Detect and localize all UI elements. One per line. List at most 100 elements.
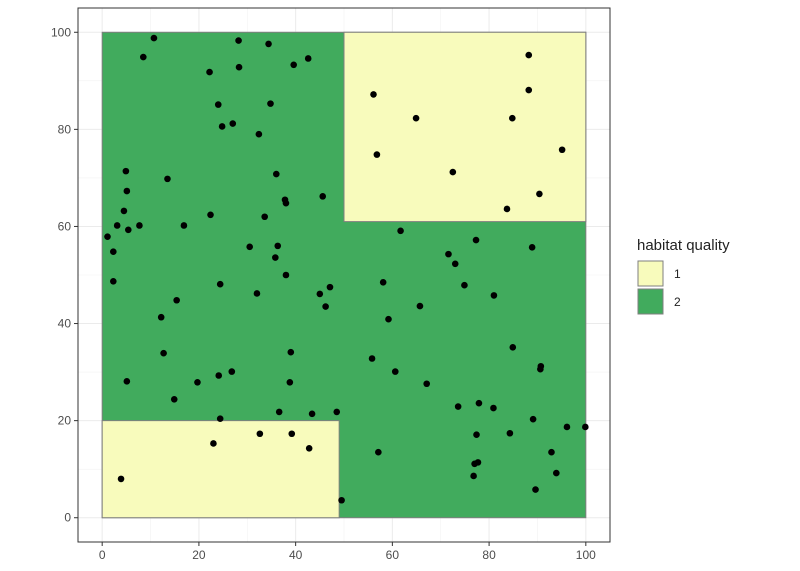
axes: 0 20 40 60 80 100 0 20 40 60 80 100 bbox=[51, 25, 596, 562]
data-point bbox=[214, 101, 222, 108]
data-point bbox=[509, 114, 516, 122]
data-point bbox=[525, 51, 533, 59]
legend-swatch-2 bbox=[637, 288, 664, 315]
y-tick-label: 60 bbox=[58, 219, 72, 233]
data-point bbox=[256, 430, 264, 438]
data-point bbox=[532, 486, 539, 493]
data-point bbox=[305, 445, 313, 452]
data-point bbox=[210, 440, 217, 447]
data-point bbox=[282, 199, 290, 207]
data-point bbox=[287, 348, 295, 356]
data-point bbox=[255, 130, 263, 138]
data-point bbox=[117, 475, 125, 483]
data-point bbox=[373, 151, 381, 158]
data-point bbox=[416, 302, 424, 310]
data-point bbox=[525, 86, 533, 94]
data-point bbox=[229, 120, 237, 127]
data-point bbox=[368, 355, 376, 362]
data-point bbox=[461, 281, 468, 289]
data-point bbox=[385, 315, 392, 323]
x-tick-label: 80 bbox=[482, 548, 496, 562]
data-points bbox=[104, 34, 589, 504]
data-point bbox=[170, 395, 178, 403]
data-point bbox=[338, 496, 345, 504]
data-point bbox=[164, 175, 171, 183]
data-point bbox=[470, 472, 477, 480]
data-point bbox=[110, 248, 117, 255]
x-tick-label: 40 bbox=[289, 548, 303, 562]
data-point bbox=[445, 250, 452, 258]
data-point bbox=[218, 123, 226, 130]
x-tick-label: 100 bbox=[576, 548, 596, 562]
data-point bbox=[123, 378, 131, 385]
data-point bbox=[288, 430, 296, 438]
data-point bbox=[506, 429, 514, 437]
x-tick-label: 0 bbox=[99, 548, 106, 562]
data-point bbox=[333, 408, 341, 416]
data-point bbox=[123, 187, 131, 195]
data-point bbox=[423, 380, 431, 388]
data-point bbox=[490, 292, 498, 299]
y-tick-label: 20 bbox=[58, 414, 72, 428]
data-point bbox=[563, 423, 571, 431]
legend-swatch-1 bbox=[637, 260, 664, 287]
data-point bbox=[207, 211, 214, 219]
y-tick-label: 0 bbox=[64, 511, 71, 525]
data-point bbox=[113, 222, 121, 229]
data-point bbox=[319, 193, 327, 200]
data-point bbox=[536, 190, 543, 198]
data-point bbox=[173, 296, 180, 304]
data-point bbox=[503, 205, 511, 213]
data-point bbox=[261, 213, 268, 221]
data-point bbox=[529, 415, 537, 423]
legend: habitat quality 1 2 bbox=[637, 237, 730, 315]
data-point bbox=[267, 100, 274, 107]
legend-title: habitat quality bbox=[637, 237, 730, 254]
data-point bbox=[412, 114, 420, 122]
data-point bbox=[282, 271, 290, 279]
data-point bbox=[206, 68, 213, 76]
data-point bbox=[290, 61, 298, 69]
data-point bbox=[235, 37, 242, 44]
data-point bbox=[160, 349, 167, 357]
data-point bbox=[490, 404, 497, 412]
habitat-region-quality-1 bbox=[101, 420, 340, 519]
data-point bbox=[157, 313, 165, 321]
x-tick-label: 20 bbox=[192, 548, 206, 562]
habitat-region-quality-1 bbox=[343, 31, 587, 223]
data-point bbox=[474, 459, 482, 466]
data-point bbox=[473, 431, 480, 439]
y-tick-label: 40 bbox=[58, 317, 72, 331]
data-point bbox=[375, 448, 382, 456]
data-point bbox=[379, 278, 387, 286]
panel-border bbox=[77, 7, 611, 543]
data-point bbox=[286, 378, 294, 386]
data-point bbox=[391, 368, 399, 375]
data-point bbox=[537, 362, 545, 370]
data-point bbox=[124, 226, 132, 234]
legend-label-2: 2 bbox=[674, 295, 681, 309]
data-point bbox=[272, 170, 280, 178]
data-point bbox=[472, 236, 480, 244]
data-point bbox=[180, 222, 188, 229]
data-point bbox=[253, 290, 261, 297]
data-point bbox=[275, 408, 283, 416]
x-tick-label: 60 bbox=[386, 548, 400, 562]
data-point bbox=[272, 254, 279, 261]
data-point bbox=[316, 290, 324, 298]
legend-label-1: 1 bbox=[674, 267, 681, 281]
data-point bbox=[139, 53, 147, 61]
data-point bbox=[454, 403, 462, 410]
data-point bbox=[475, 399, 483, 407]
data-point bbox=[274, 242, 282, 250]
data-point bbox=[304, 55, 312, 62]
data-point bbox=[136, 222, 143, 229]
data-point bbox=[528, 244, 536, 251]
data-point bbox=[110, 278, 117, 285]
data-point bbox=[582, 423, 589, 431]
data-point bbox=[322, 303, 329, 310]
data-point bbox=[553, 469, 560, 477]
data-point bbox=[246, 243, 253, 251]
data-point bbox=[509, 344, 517, 351]
